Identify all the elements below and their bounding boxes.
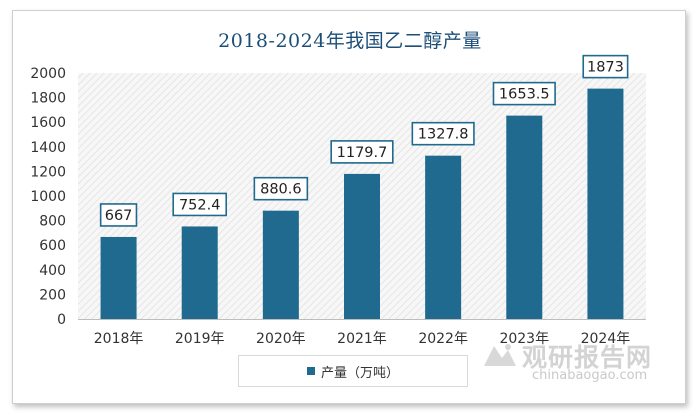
data-label-box <box>172 192 228 217</box>
y-tick-label: 800 <box>39 214 66 230</box>
data-label-box <box>582 54 629 79</box>
y-tick-label: 0 <box>57 312 66 328</box>
y-tick-label: 1000 <box>30 189 66 205</box>
data-label: 667 <box>105 208 133 224</box>
data-label-box <box>99 203 138 227</box>
data-label: 1653.5 <box>499 87 550 103</box>
y-tick-label: 1200 <box>30 164 66 180</box>
logo-icon <box>484 344 516 366</box>
x-tick-label: 2021年 <box>337 331 387 347</box>
bar <box>506 115 543 319</box>
y-tick-label: 2000 <box>30 66 66 82</box>
legend-swatch <box>306 367 315 375</box>
data-label: 752.4 <box>179 197 221 213</box>
watermark-url: chinabaogao.com <box>532 368 648 383</box>
data-label-box <box>411 121 475 146</box>
x-tick-label: 2024年 <box>581 331 631 347</box>
watermark: 观研报告网 chinabaogao.com <box>480 338 670 388</box>
x-tick-label: 2018年 <box>94 331 144 347</box>
x-tick-label: 2019年 <box>175 331 225 347</box>
data-label-box <box>253 176 309 201</box>
y-tick-label: 400 <box>39 263 66 279</box>
data-label-box <box>492 81 556 106</box>
bar <box>587 88 624 319</box>
x-tick-label: 2022年 <box>418 331 468 347</box>
x-tick-label: 2023年 <box>499 331 549 347</box>
bar <box>100 236 137 319</box>
y-tick-label: 1600 <box>30 115 66 131</box>
bar <box>344 173 380 319</box>
chart-title: 2018-2024年我国乙二醇产量 <box>218 30 482 52</box>
bar <box>425 155 462 319</box>
y-tick-label: 200 <box>39 287 66 303</box>
legend-label: 产量（万吨） <box>320 365 399 381</box>
y-tick-label: 1400 <box>30 140 66 156</box>
bar <box>181 226 218 319</box>
data-label: 1873 <box>587 60 624 76</box>
x-tick-label: 2020年 <box>256 331 306 347</box>
y-tick-label: 600 <box>39 238 66 254</box>
bar <box>262 210 299 319</box>
legend: 产量（万吨） <box>238 355 468 387</box>
data-label: 1327.8 <box>418 127 469 143</box>
data-label-box <box>330 140 394 164</box>
data-label: 880.6 <box>260 182 302 198</box>
watermark-text: 观研报告网 <box>522 343 653 372</box>
data-label: 1179.7 <box>337 145 388 161</box>
y-tick-label: 1800 <box>30 91 66 107</box>
